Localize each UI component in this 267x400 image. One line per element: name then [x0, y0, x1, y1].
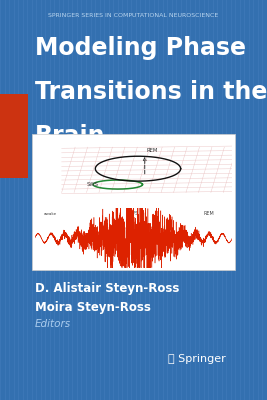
Text: D. Alistair Steyn-Ross: D. Alistair Steyn-Ross — [35, 282, 179, 295]
Text: Transitions in the: Transitions in the — [35, 80, 267, 104]
Bar — [32, 134, 235, 270]
Text: awake: awake — [44, 212, 57, 216]
Text: Ⓢ Springer: Ⓢ Springer — [168, 354, 226, 364]
Text: REM: REM — [147, 148, 158, 153]
Text: SWS: SWS — [128, 211, 139, 216]
Text: SPRINGER SERIES IN COMPUTATIONAL NEUROSCIENCE: SPRINGER SERIES IN COMPUTATIONAL NEUROSC… — [48, 13, 219, 18]
Bar — [0, 94, 28, 178]
Text: Moira Steyn-Ross: Moira Steyn-Ross — [35, 301, 151, 314]
Text: Brain: Brain — [35, 124, 105, 148]
Text: REM: REM — [203, 211, 214, 216]
Text: SWS: SWS — [86, 182, 98, 187]
Text: Editors: Editors — [35, 319, 71, 329]
Text: Modeling Phase: Modeling Phase — [35, 36, 246, 60]
